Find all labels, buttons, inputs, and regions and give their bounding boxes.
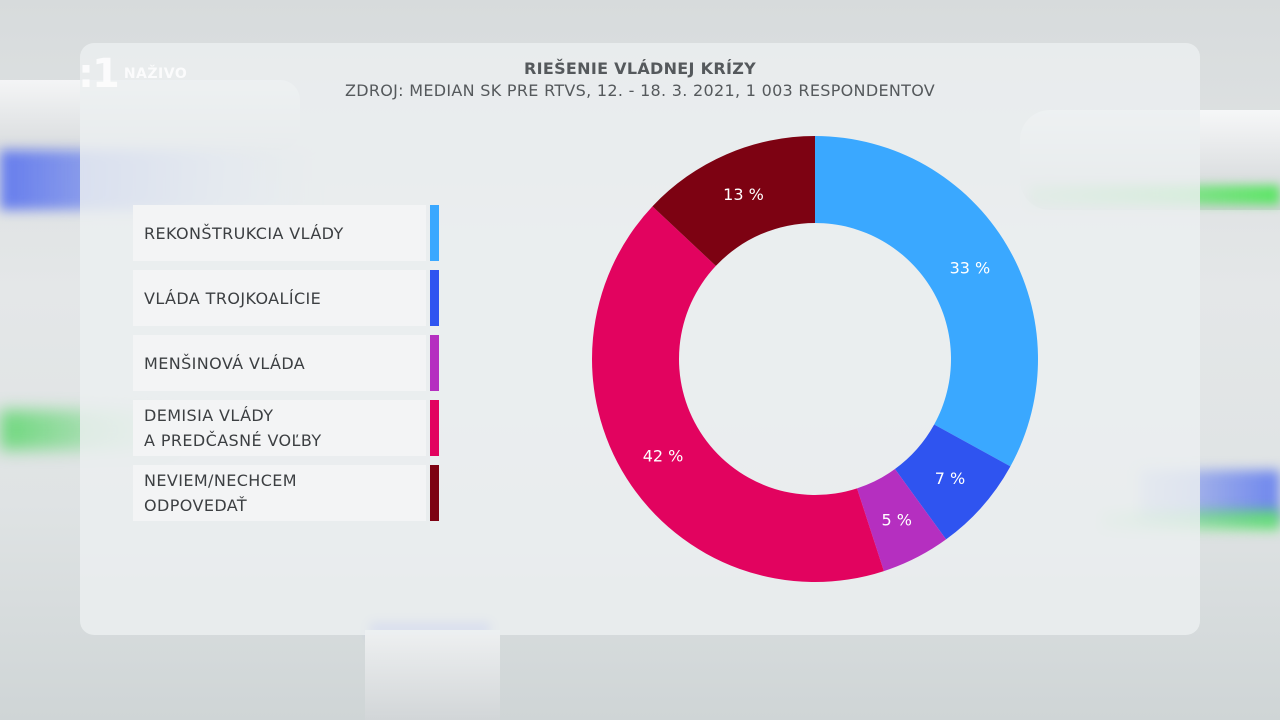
legend-label: MENŠINOVÁ VLÁDA xyxy=(144,353,306,373)
background-block-bottom xyxy=(365,630,500,720)
donut-slice-0 xyxy=(815,136,1038,467)
legend-swatch xyxy=(430,400,439,456)
slice-value-label-1: 7 % xyxy=(935,469,965,488)
legend-label: NEVIEM/NECHCEM ODPOVEDAŤ xyxy=(144,471,298,515)
legend-box: NEVIEM/NECHCEM ODPOVEDAŤ xyxy=(133,465,426,521)
legend-item-trojkoalicia: VLÁDA TROJKOALÍCIE xyxy=(133,270,439,326)
legend-item-demisia: DEMISIA VLÁDY A PREDČASNÉ VOĽBY xyxy=(133,400,439,456)
legend-box: DEMISIA VLÁDY A PREDČASNÉ VOĽBY xyxy=(133,400,426,456)
slice-value-label-3: 42 % xyxy=(643,446,684,465)
chart-subtitle: ZDROJ: MEDIAN SK PRE RTVS, 12. - 18. 3. … xyxy=(344,81,936,100)
legend-box: MENŠINOVÁ VLÁDA xyxy=(133,335,426,391)
slice-value-label-2: 5 % xyxy=(881,510,911,529)
legend-swatch xyxy=(430,270,439,326)
legend-box: REKONŠTRUKCIA VLÁDY xyxy=(133,205,426,261)
channel-logo: :1 NAŽIVO xyxy=(78,54,187,94)
donut-slice-3 xyxy=(592,206,884,582)
legend-item-neviem: NEVIEM/NECHCEM ODPOVEDAŤ xyxy=(133,465,439,521)
legend-swatch xyxy=(430,465,439,521)
slice-value-label-0: 33 % xyxy=(950,258,991,277)
donut-slice-4 xyxy=(652,136,815,266)
live-label: NAŽIVO xyxy=(123,66,188,82)
legend-label: VLÁDA TROJKOALÍCIE xyxy=(144,288,322,308)
legend-label: REKONŠTRUKCIA VLÁDY xyxy=(144,223,344,243)
legend-item-rekonstrukcia: REKONŠTRUKCIA VLÁDY xyxy=(133,205,439,261)
donut-chart: 33 % 7 % 5 % 42 % 13 % xyxy=(592,136,1038,582)
legend-swatch xyxy=(430,205,439,261)
legend-box: VLÁDA TROJKOALÍCIE xyxy=(133,270,426,326)
chart-title: RIEŠENIE VLÁDNEJ KRÍZY xyxy=(523,59,757,78)
donut-slice-1 xyxy=(894,424,1011,540)
slice-value-label-4: 13 % xyxy=(723,185,764,204)
donut-slice-2 xyxy=(857,469,947,572)
channel-logo-mark: :1 xyxy=(78,51,120,97)
legend-item-mensinova: MENŠINOVÁ VLÁDA xyxy=(133,335,439,391)
legend-swatch xyxy=(430,335,439,391)
legend-label: DEMISIA VLÁDY A PREDČASNÉ VOĽBY xyxy=(144,406,322,450)
